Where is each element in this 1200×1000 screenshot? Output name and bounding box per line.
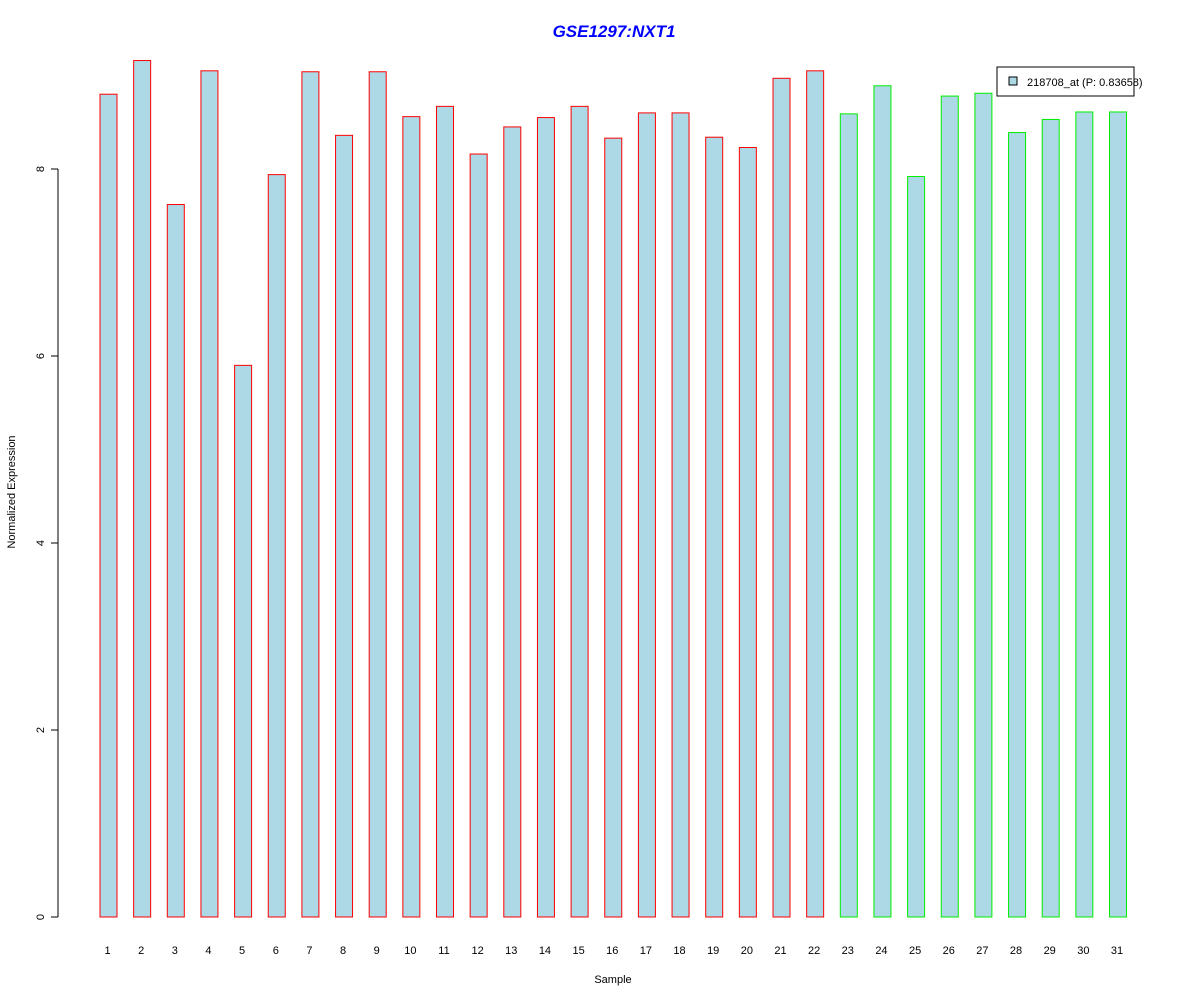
x-tick-label: 14 xyxy=(539,945,551,957)
legend-box xyxy=(996,66,1135,97)
x-tick-label: 21 xyxy=(774,945,786,957)
chart-title: GSE1297:NXT1 xyxy=(553,22,676,41)
x-tick-label: 18 xyxy=(673,945,685,957)
x-tick-label: 4 xyxy=(205,945,211,957)
x-tick-label: 30 xyxy=(1077,945,1089,957)
bar xyxy=(200,70,219,918)
y-tick-label: 2 xyxy=(35,727,47,733)
bar xyxy=(166,204,185,918)
bar xyxy=(637,112,656,918)
bar xyxy=(839,113,858,918)
x-tick-label: 10 xyxy=(404,945,416,957)
x-tick-label: 9 xyxy=(374,945,380,957)
bar xyxy=(368,71,387,918)
bar xyxy=(806,70,825,918)
x-tick-label: 31 xyxy=(1111,945,1123,957)
x-tick-label: 15 xyxy=(572,945,584,957)
x-tick-label: 23 xyxy=(842,945,854,957)
y-tick-label: 4 xyxy=(35,540,47,546)
x-tick-label: 1 xyxy=(104,945,110,957)
bar xyxy=(335,134,354,918)
bar xyxy=(671,112,690,918)
bar xyxy=(133,60,152,918)
bar xyxy=(436,105,454,918)
legend-swatch xyxy=(1008,76,1018,86)
x-tick-label: 26 xyxy=(943,945,955,957)
x-tick-label: 11 xyxy=(438,945,449,957)
x-tick-label: 20 xyxy=(741,945,753,957)
bar xyxy=(570,105,589,918)
y-tick-label: 6 xyxy=(35,353,47,359)
x-tick-label: 3 xyxy=(172,945,178,957)
x-tick-label: 2 xyxy=(138,945,144,957)
x-tick-label: 19 xyxy=(707,945,719,957)
bar xyxy=(1008,132,1027,918)
bar xyxy=(604,137,623,918)
y-axis-label: Normalized Expression xyxy=(6,435,18,548)
x-tick-label: 27 xyxy=(976,945,988,957)
bar xyxy=(940,95,959,918)
bar xyxy=(705,136,724,918)
bar xyxy=(536,117,555,918)
bars xyxy=(99,60,1127,918)
bar xyxy=(503,126,522,918)
x-tick-label: 13 xyxy=(505,945,517,957)
bar xyxy=(1041,118,1060,918)
x-tick-label: 25 xyxy=(909,945,921,957)
legend: 218708_at (P: 0.83658) xyxy=(996,66,1143,97)
bar xyxy=(1109,111,1127,918)
bar xyxy=(301,71,320,918)
x-tick-label: 16 xyxy=(606,945,618,957)
x-tick-label: 24 xyxy=(875,945,887,957)
x-tick-label: 29 xyxy=(1044,945,1056,957)
x-tick-label: 5 xyxy=(239,945,245,957)
bar xyxy=(974,92,993,918)
bar xyxy=(907,175,926,918)
y-tick-label: 8 xyxy=(35,166,47,172)
bar xyxy=(738,147,757,918)
x-axis-label: Sample xyxy=(594,974,631,986)
bar xyxy=(402,116,421,918)
bar xyxy=(267,174,286,918)
bar xyxy=(1075,111,1094,918)
x-tick-label: 17 xyxy=(640,945,652,957)
x-tick-label: 12 xyxy=(472,945,484,957)
bar xyxy=(772,77,791,918)
x-tick-label: 6 xyxy=(273,945,279,957)
x-tick-label: 7 xyxy=(306,945,312,957)
bar xyxy=(99,93,118,918)
legend-label: 218708_at (P: 0.83658) xyxy=(1027,77,1143,89)
bar xyxy=(469,153,488,918)
y-axis: 0 2 4 6 8 xyxy=(35,166,59,920)
x-tick-labels: 1 2 3 4 5 6 7 8 9 10 11 12 13 14 15 16 17 18 19 20 21 22 23 24 2… xyxy=(104,945,1123,957)
x-tick-label: 22 xyxy=(808,945,820,957)
x-tick-label: 28 xyxy=(1010,945,1022,957)
x-tick-label: 8 xyxy=(340,945,346,957)
y-tick-label: 0 xyxy=(35,914,47,920)
bar xyxy=(234,364,253,918)
bar xyxy=(873,85,892,918)
